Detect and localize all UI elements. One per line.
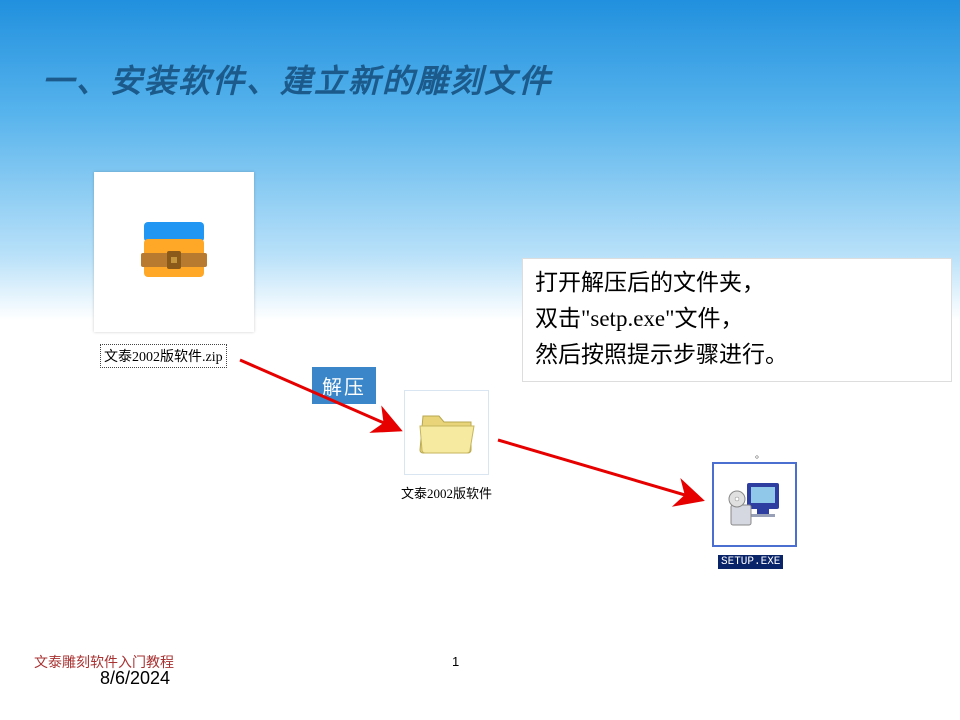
instruction-box: 打开解压后的文件夹， 双击"setp.exe"文件， 然后按照提示步骤进行。 [522, 258, 952, 382]
zip-file-caption: 文泰2002版软件.zip [100, 344, 227, 368]
extract-label: 解压 [312, 367, 376, 404]
instr-l2-pre: 双击" [535, 306, 590, 331]
instruction-line-1: 打开解压后的文件夹， [535, 265, 939, 301]
setup-exe-caption: SETUP.EXE [718, 555, 783, 569]
slide-title: 一、安装软件、建立新的雕刻文件 [42, 56, 552, 102]
instruction-line-3: 然后按照提示步骤进行。 [535, 337, 939, 373]
footer-date: 8/6/2024 [100, 668, 170, 689]
footer-page-number: 1 [452, 654, 459, 669]
folder-tile [404, 390, 489, 475]
instruction-line-2: 双击"setp.exe"文件， [535, 301, 939, 337]
zip-archive-icon [129, 207, 219, 297]
setup-exe-tile [712, 462, 797, 547]
instr-l2-file: setp.exe [590, 306, 665, 331]
zip-file-tile [94, 172, 254, 332]
stray-mark: 。 [755, 446, 765, 461]
folder-icon [417, 408, 477, 458]
instr-l2-post: "文件， [665, 306, 743, 331]
folder-caption: 文泰2002版软件 [401, 483, 492, 502]
installer-icon [725, 477, 785, 532]
